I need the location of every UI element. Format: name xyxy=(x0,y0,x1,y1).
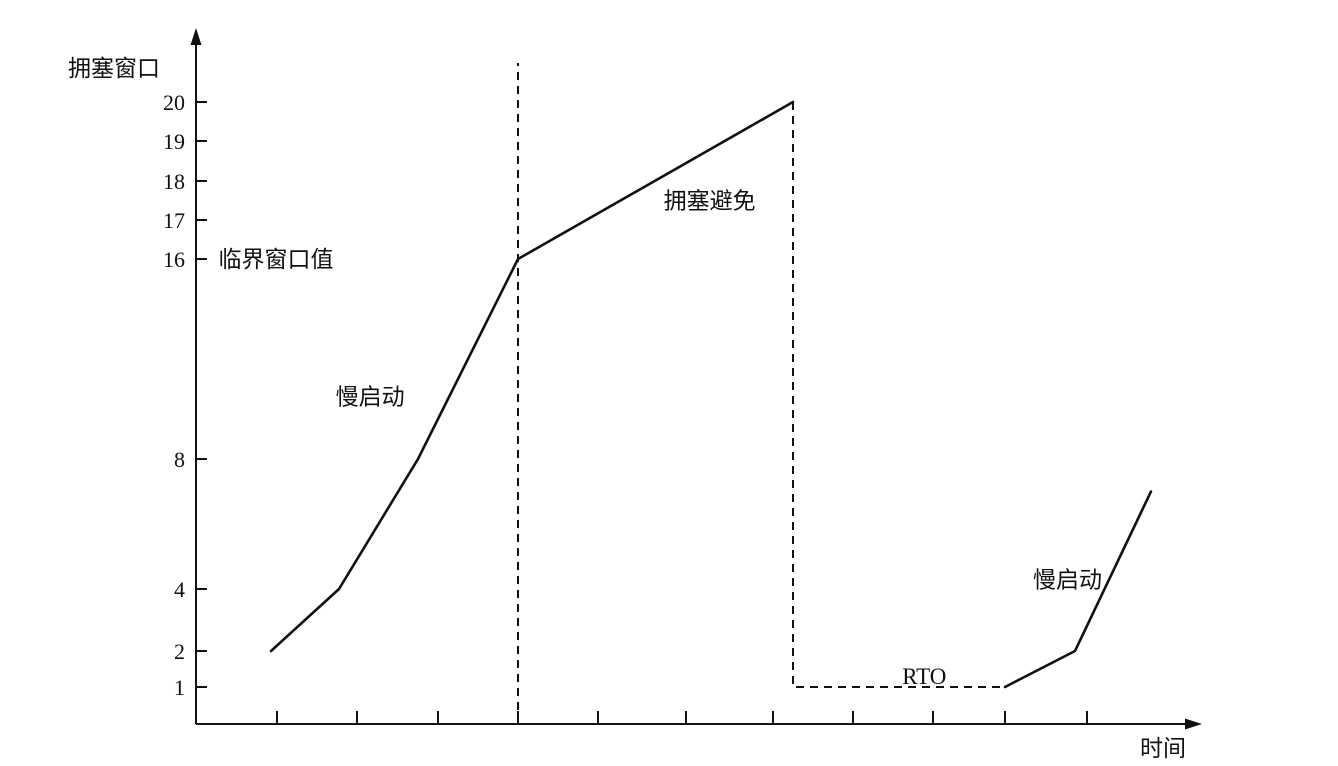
y-tick-label-18: 18 xyxy=(163,169,185,194)
y-tick-label-8: 8 xyxy=(174,447,185,472)
y-tick-label-1: 1 xyxy=(174,675,185,700)
y-axis-label: 拥塞窗口 xyxy=(68,56,160,82)
y-tick-label-4: 4 xyxy=(174,577,185,602)
y-tick-label-17: 17 xyxy=(163,208,185,233)
y-tick-label-16: 16 xyxy=(163,247,185,272)
annotation-4: RTO xyxy=(902,664,946,689)
series-line-3 xyxy=(792,102,1005,688)
series-line-1 xyxy=(269,100,795,653)
annotation-1: 临界窗口值 xyxy=(219,247,334,273)
series-line-4 xyxy=(1003,490,1153,689)
annotation-3: 拥塞避免 xyxy=(664,189,756,215)
y-tick-label-20: 20 xyxy=(163,90,185,115)
annotation-5: 慢启动 xyxy=(1033,567,1102,593)
x-axis-label: 时间 xyxy=(1140,736,1186,762)
annotation-2: 慢启动 xyxy=(336,385,405,411)
y-tick-label-2: 2 xyxy=(174,639,185,664)
y-axis-arrow xyxy=(190,28,202,45)
x-axis-arrow xyxy=(1185,718,1202,730)
y-tick-label-19: 19 xyxy=(163,129,185,154)
